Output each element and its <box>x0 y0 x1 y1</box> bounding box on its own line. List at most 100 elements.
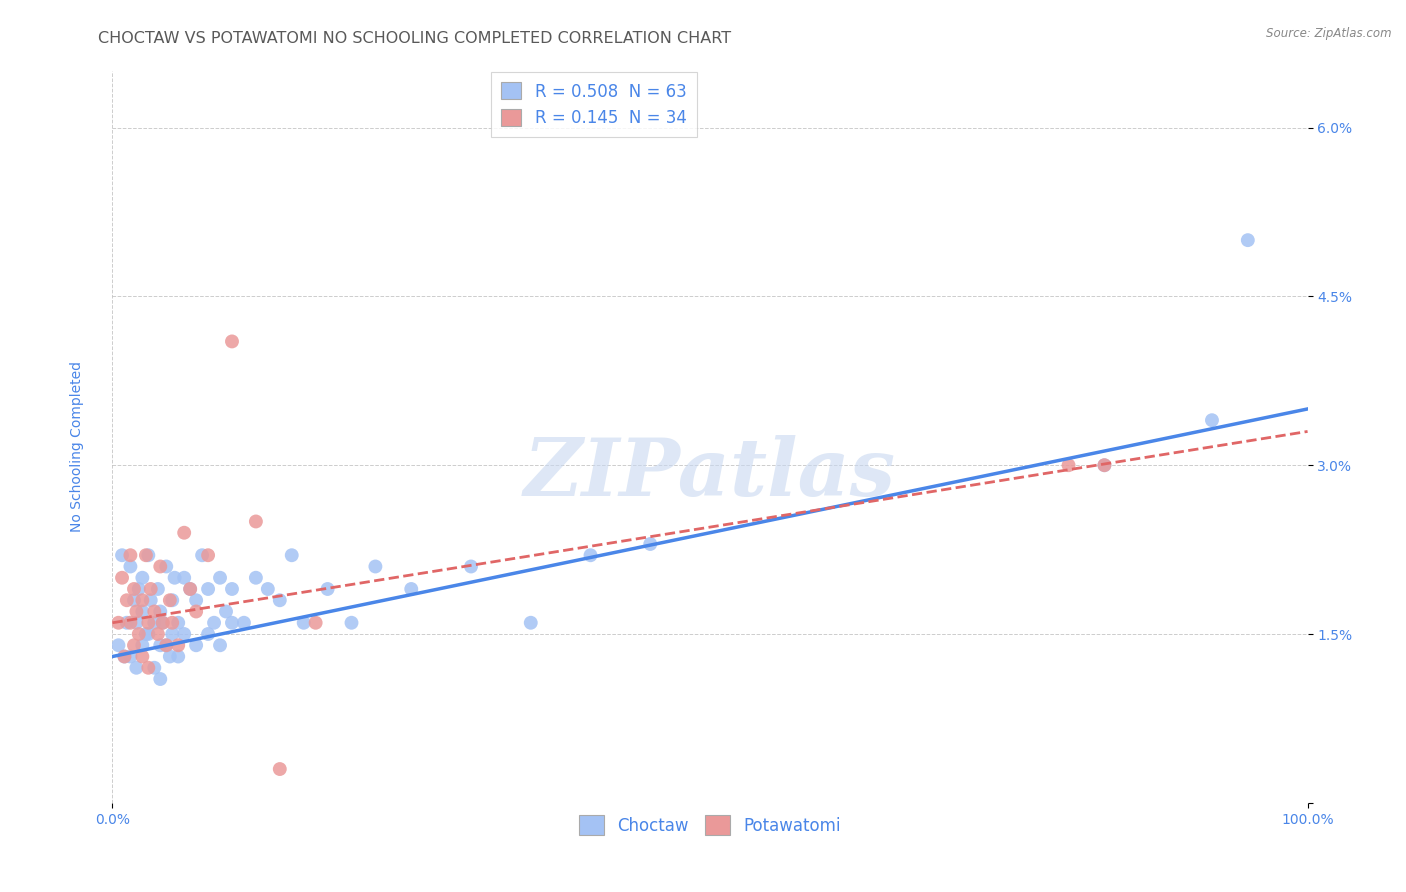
Point <box>173 525 195 540</box>
Point <box>159 649 181 664</box>
Point <box>460 559 482 574</box>
Point <box>139 593 162 607</box>
Point <box>1094 458 1116 473</box>
Point <box>114 649 135 664</box>
Point <box>269 762 291 776</box>
Point <box>221 615 243 630</box>
Point <box>167 638 190 652</box>
Point <box>186 638 208 652</box>
Point <box>146 627 169 641</box>
Point <box>138 615 160 630</box>
Point <box>245 515 267 529</box>
Point <box>107 615 129 630</box>
Point <box>162 627 183 641</box>
Point <box>186 605 208 619</box>
Point <box>197 548 219 562</box>
Point <box>146 582 169 596</box>
Point <box>281 548 304 562</box>
Point <box>131 649 153 664</box>
Point <box>111 548 134 562</box>
Point <box>135 627 157 641</box>
Point <box>120 649 142 664</box>
Point <box>125 661 148 675</box>
Point <box>233 615 256 630</box>
Point <box>138 548 160 562</box>
Point <box>197 627 219 641</box>
Point <box>163 571 186 585</box>
Point <box>162 593 183 607</box>
Point <box>138 661 160 675</box>
Point <box>179 582 201 596</box>
Text: ZIPatlas: ZIPatlas <box>524 435 896 512</box>
Point <box>114 649 135 664</box>
Text: CHOCTAW VS POTAWATOMI NO SCHOOLING COMPLETED CORRELATION CHART: CHOCTAW VS POTAWATOMI NO SCHOOLING COMPL… <box>98 31 731 46</box>
Point <box>173 627 195 641</box>
Point <box>122 638 145 652</box>
Point <box>143 615 166 630</box>
Point <box>269 593 291 607</box>
Point <box>1237 233 1260 247</box>
Point <box>202 615 225 630</box>
Point <box>120 559 142 574</box>
Point <box>167 649 190 664</box>
Point <box>125 605 148 619</box>
Point <box>120 548 142 562</box>
Point <box>131 605 153 619</box>
Point <box>316 582 339 596</box>
Point <box>107 638 129 652</box>
Point <box>115 615 138 630</box>
Text: No Schooling Completed: No Schooling Completed <box>70 360 84 532</box>
Point <box>115 593 138 607</box>
Point <box>149 638 172 652</box>
Point <box>179 582 201 596</box>
Point <box>162 615 183 630</box>
Point <box>143 605 166 619</box>
Point <box>155 638 177 652</box>
Point <box>152 615 174 630</box>
Point <box>155 638 177 652</box>
Point <box>173 571 195 585</box>
Point <box>257 582 280 596</box>
Point <box>364 559 387 574</box>
Point <box>131 638 153 652</box>
Point <box>245 571 267 585</box>
Point <box>167 615 190 630</box>
Point <box>131 593 153 607</box>
Point <box>292 615 315 630</box>
Point <box>120 615 142 630</box>
Point <box>128 627 150 641</box>
Point <box>191 548 214 562</box>
Point <box>159 593 181 607</box>
Point <box>221 582 243 596</box>
Point <box>111 571 134 585</box>
Point <box>305 615 328 630</box>
Point <box>139 582 162 596</box>
Point <box>1201 413 1223 427</box>
Point <box>125 615 148 630</box>
Point <box>215 605 238 619</box>
Text: Source: ZipAtlas.com: Source: ZipAtlas.com <box>1267 27 1392 40</box>
Point <box>221 334 243 349</box>
Point <box>1094 458 1116 473</box>
Point <box>143 661 166 675</box>
Point <box>122 593 145 607</box>
Point <box>128 582 150 596</box>
Point <box>155 559 177 574</box>
Point <box>149 605 172 619</box>
Point <box>401 582 423 596</box>
Point <box>186 593 208 607</box>
Point <box>122 582 145 596</box>
Point <box>138 627 160 641</box>
Point <box>149 672 172 686</box>
Point <box>209 571 232 585</box>
Point <box>340 615 363 630</box>
Point <box>135 548 157 562</box>
Point <box>579 548 602 562</box>
Point <box>640 537 662 551</box>
Point <box>520 615 543 630</box>
Point <box>197 582 219 596</box>
Legend: Choctaw, Potawatomi: Choctaw, Potawatomi <box>572 808 848 842</box>
Point <box>209 638 232 652</box>
Point <box>149 559 172 574</box>
Point <box>131 571 153 585</box>
